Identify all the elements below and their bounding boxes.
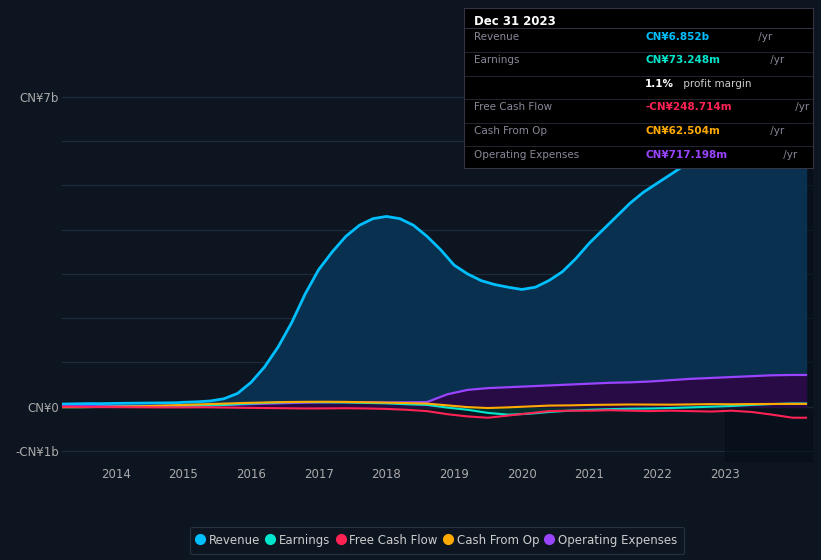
Text: Operating Expenses: Operating Expenses: [475, 150, 580, 160]
Text: Revenue: Revenue: [475, 31, 520, 41]
Bar: [725, 62, 813, 462]
Legend: Revenue, Earnings, Free Cash Flow, Cash From Op, Operating Expenses: Revenue, Earnings, Free Cash Flow, Cash …: [190, 527, 685, 554]
Text: Dec 31 2023: Dec 31 2023: [475, 15, 556, 28]
Text: /yr: /yr: [755, 31, 773, 41]
Text: CN¥717.198m: CN¥717.198m: [645, 150, 727, 160]
Text: 1.1%: 1.1%: [645, 79, 674, 89]
Text: CN¥62.504m: CN¥62.504m: [645, 126, 720, 136]
Text: CN¥6.852b: CN¥6.852b: [645, 31, 709, 41]
Text: /yr: /yr: [780, 150, 797, 160]
Text: Earnings: Earnings: [475, 55, 520, 65]
Text: /yr: /yr: [768, 55, 785, 65]
Text: CN¥73.248m: CN¥73.248m: [645, 55, 720, 65]
Text: /yr: /yr: [792, 102, 810, 113]
Text: profit margin: profit margin: [680, 79, 752, 89]
Text: -CN¥248.714m: -CN¥248.714m: [645, 102, 732, 113]
Text: /yr: /yr: [768, 126, 785, 136]
Text: Free Cash Flow: Free Cash Flow: [475, 102, 553, 113]
Text: Cash From Op: Cash From Op: [475, 126, 548, 136]
